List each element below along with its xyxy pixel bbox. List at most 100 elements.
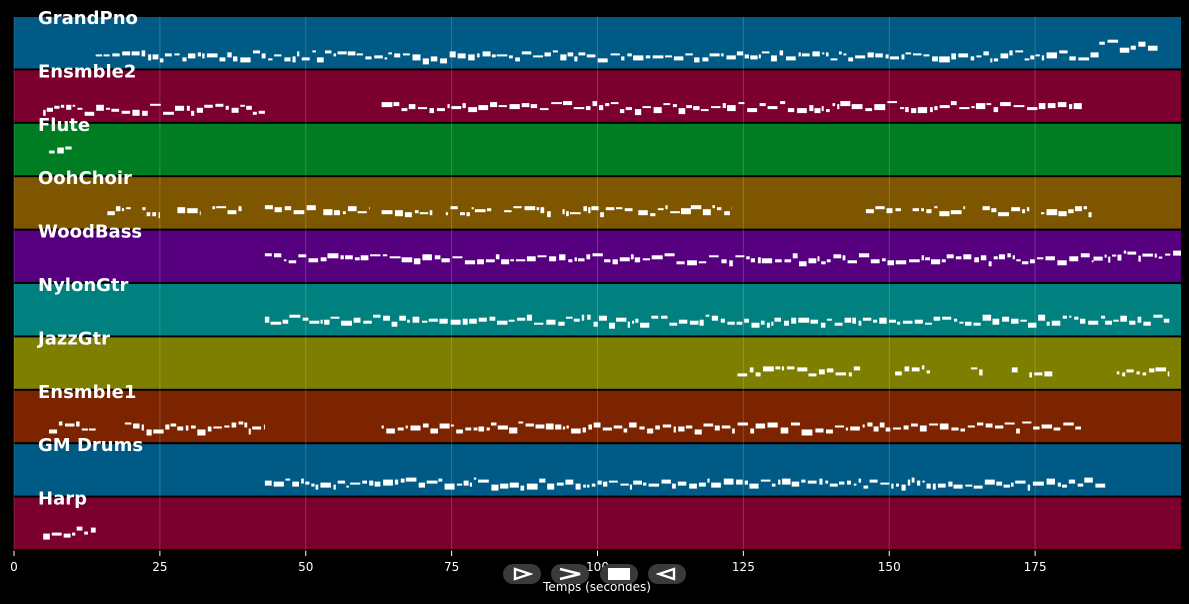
note xyxy=(921,208,924,212)
note xyxy=(633,480,642,485)
note xyxy=(1117,254,1122,261)
note xyxy=(880,482,890,485)
note xyxy=(687,260,697,266)
note xyxy=(1022,421,1032,424)
note xyxy=(634,257,641,263)
note xyxy=(268,58,273,61)
note xyxy=(445,212,448,216)
note xyxy=(159,58,164,63)
note xyxy=(578,52,586,56)
note-cluster xyxy=(690,205,732,216)
note xyxy=(833,254,842,259)
note xyxy=(842,255,846,261)
note xyxy=(547,483,555,490)
note xyxy=(51,532,62,536)
note xyxy=(496,54,508,57)
note xyxy=(1143,321,1151,326)
note-cluster xyxy=(212,206,242,215)
note-cluster xyxy=(982,206,1030,217)
tick-label: 0 xyxy=(10,560,18,574)
note xyxy=(903,425,909,430)
note xyxy=(642,106,651,109)
stop-button[interactable] xyxy=(600,564,638,584)
note xyxy=(535,424,545,429)
note xyxy=(501,259,510,265)
note xyxy=(401,108,408,112)
note xyxy=(497,425,508,430)
note xyxy=(895,260,907,265)
note xyxy=(391,321,398,327)
note xyxy=(784,320,789,326)
note xyxy=(633,55,644,61)
note xyxy=(581,314,585,321)
note xyxy=(885,54,889,59)
note xyxy=(1041,212,1045,215)
note xyxy=(489,316,496,321)
note xyxy=(363,320,372,324)
note xyxy=(369,480,374,486)
note xyxy=(341,320,352,326)
note xyxy=(600,212,604,218)
note xyxy=(661,315,668,319)
note xyxy=(65,146,72,150)
note xyxy=(699,319,704,326)
note xyxy=(381,210,393,215)
note xyxy=(662,424,672,428)
note xyxy=(418,482,425,488)
forward-button[interactable] xyxy=(551,564,589,584)
note xyxy=(843,53,847,56)
note xyxy=(645,55,651,59)
rewind-button[interactable] xyxy=(648,564,686,584)
note xyxy=(297,51,300,57)
play-button[interactable] xyxy=(503,564,541,584)
note xyxy=(469,318,477,324)
note xyxy=(253,50,260,54)
note xyxy=(723,478,734,485)
note xyxy=(678,426,685,432)
note xyxy=(1041,55,1045,61)
note xyxy=(779,50,784,56)
note xyxy=(482,51,491,57)
note xyxy=(340,255,344,260)
note xyxy=(879,422,885,428)
note xyxy=(429,210,433,216)
note xyxy=(497,320,508,325)
note xyxy=(244,422,248,428)
note xyxy=(478,479,489,483)
note xyxy=(517,317,526,321)
note xyxy=(1099,41,1105,45)
note xyxy=(791,317,797,324)
note xyxy=(890,56,899,60)
note xyxy=(901,484,906,491)
note xyxy=(591,483,596,487)
note xyxy=(848,372,852,377)
note xyxy=(676,261,685,265)
note xyxy=(337,480,346,484)
note xyxy=(939,105,950,109)
note xyxy=(1088,212,1092,218)
note xyxy=(870,259,880,264)
note xyxy=(399,315,406,321)
note xyxy=(998,254,1005,260)
note xyxy=(555,424,562,430)
note xyxy=(1012,255,1015,260)
note xyxy=(657,208,664,211)
note xyxy=(709,53,720,57)
note xyxy=(315,484,319,490)
note xyxy=(1120,315,1127,322)
note xyxy=(911,423,918,427)
note xyxy=(521,51,532,55)
note xyxy=(374,55,383,59)
note xyxy=(758,54,761,59)
note xyxy=(651,315,659,319)
note-cluster xyxy=(1029,371,1053,378)
note xyxy=(815,428,824,433)
note xyxy=(1068,209,1074,214)
note xyxy=(832,103,836,107)
tick-label: 175 xyxy=(1024,560,1047,574)
note xyxy=(865,209,874,214)
note xyxy=(324,319,330,325)
note xyxy=(327,253,339,259)
note xyxy=(570,212,581,215)
note xyxy=(993,256,998,260)
